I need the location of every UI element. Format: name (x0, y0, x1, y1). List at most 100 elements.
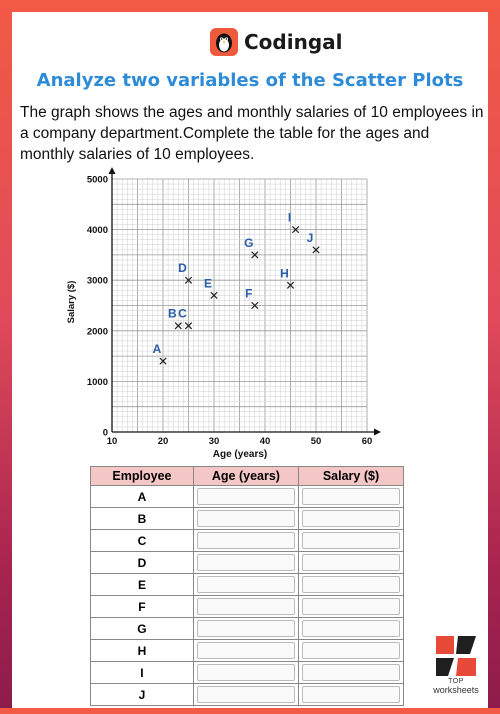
age-input-cell[interactable] (192, 485, 299, 508)
salary-input-box[interactable] (301, 664, 400, 681)
age-input-box[interactable] (196, 620, 295, 637)
age-input-box[interactable] (196, 598, 295, 615)
age-input-box[interactable] (196, 642, 295, 659)
age-input-cell[interactable] (192, 617, 299, 640)
point-marker (312, 246, 320, 254)
point-marker (286, 281, 295, 289)
age-input-cell[interactable] (192, 551, 299, 574)
employee-cell: D (90, 551, 194, 574)
employee-cell: J (90, 683, 194, 706)
table-row: A (90, 485, 405, 508)
y-tick-label: 4000 (87, 225, 108, 236)
employee-cell: C (90, 529, 194, 552)
age-input-cell[interactable] (192, 573, 299, 596)
age-input-box[interactable] (196, 686, 295, 703)
salary-input-box[interactable] (301, 576, 400, 593)
age-input-box[interactable] (196, 554, 295, 571)
point-label: C (178, 307, 187, 321)
salary-input-cell[interactable] (297, 639, 405, 662)
salary-input-box[interactable] (301, 686, 400, 703)
employee-cell: F (90, 595, 194, 618)
data-point-c: C (178, 307, 193, 330)
table-row: I (90, 661, 405, 684)
data-point-d: D (178, 261, 193, 284)
point-label: D (178, 261, 187, 275)
data-point-g: G (244, 236, 259, 259)
age-input-cell[interactable] (192, 661, 299, 684)
point-marker (291, 225, 300, 234)
chart-axes (108, 167, 381, 436)
age-input-cell[interactable] (192, 529, 299, 552)
y-axis-arrow (108, 167, 116, 174)
salary-input-cell[interactable] (297, 595, 405, 618)
salary-input-cell[interactable] (297, 617, 405, 640)
scatter-chart: 10 20 30 40 50 60 0 1000 2000 3000 4000 5000 A B C D E F… (66, 167, 381, 460)
point-label: E (204, 276, 212, 290)
salary-input-cell[interactable] (297, 683, 405, 706)
salary-input-box[interactable] (301, 510, 400, 527)
salary-input-cell[interactable] (297, 507, 405, 530)
salary-input-box[interactable] (301, 488, 400, 505)
table-row: E (90, 573, 405, 596)
data-point-e: E (204, 276, 218, 300)
point-marker (251, 251, 259, 259)
salary-input-cell[interactable] (297, 529, 405, 552)
age-input-box[interactable] (196, 488, 295, 505)
brand-name: Codingal (244, 30, 343, 54)
instructions-text: The graph shows the ages and monthly sal… (20, 104, 484, 163)
table-header-salary: Salary ($) (297, 466, 405, 486)
y-tick-label: 0 (103, 428, 108, 439)
point-marker (184, 322, 193, 330)
y-tick-label: 3000 (87, 276, 108, 287)
salary-input-box[interactable] (301, 532, 400, 549)
age-input-cell[interactable] (192, 639, 299, 662)
salary-input-cell[interactable] (297, 661, 405, 684)
salary-input-box[interactable] (301, 554, 400, 571)
topworksheets-logo: TOP worksheets (428, 634, 484, 714)
chart-points: A B C D E F G H I J (153, 211, 320, 365)
point-label: A (153, 342, 162, 356)
data-point-b: B (168, 307, 182, 330)
y-tick-label: 1000 (87, 377, 108, 388)
age-input-box[interactable] (196, 532, 295, 549)
employee-cell: H (90, 639, 194, 662)
employee-cell: B (90, 507, 194, 530)
salary-input-cell[interactable] (297, 551, 405, 574)
point-label: J (307, 231, 314, 245)
x-tick-label: 20 (158, 436, 169, 447)
chart-grid (111, 178, 368, 433)
age-input-cell[interactable] (192, 507, 299, 530)
watermark-top: TOP (448, 678, 464, 685)
salary-input-box[interactable] (301, 642, 400, 659)
salary-input-box[interactable] (301, 620, 400, 637)
employee-cell: G (90, 617, 194, 640)
point-label: H (280, 266, 289, 280)
table-header-age: Age (years) (192, 466, 299, 486)
x-axis-label: Age (years) (213, 449, 267, 460)
age-input-cell[interactable] (192, 595, 299, 618)
age-input-cell[interactable] (192, 683, 299, 706)
table-row: C (90, 529, 405, 552)
table-row: B (90, 507, 405, 530)
age-input-box[interactable] (196, 510, 295, 527)
point-marker (159, 357, 167, 365)
age-input-box[interactable] (196, 576, 295, 593)
x-tick-label: 30 (209, 436, 220, 447)
data-point-i: I (288, 211, 300, 234)
x-tick-label: 40 (260, 436, 271, 447)
data-point-h: H (280, 266, 295, 289)
salary-input-box[interactable] (301, 598, 400, 615)
data-point-f: F (245, 287, 259, 310)
salary-input-cell[interactable] (297, 485, 405, 508)
topworksheets-icon (436, 636, 476, 676)
employee-cell: I (90, 661, 194, 684)
table-row: F (90, 595, 405, 618)
table-row: H (90, 639, 405, 662)
employee-cell: A (90, 485, 194, 508)
x-tick-label: 10 (107, 436, 118, 447)
salary-input-cell[interactable] (297, 573, 405, 596)
point-label: G (244, 236, 253, 250)
penguin-icon (210, 28, 238, 56)
age-input-box[interactable] (196, 664, 295, 681)
